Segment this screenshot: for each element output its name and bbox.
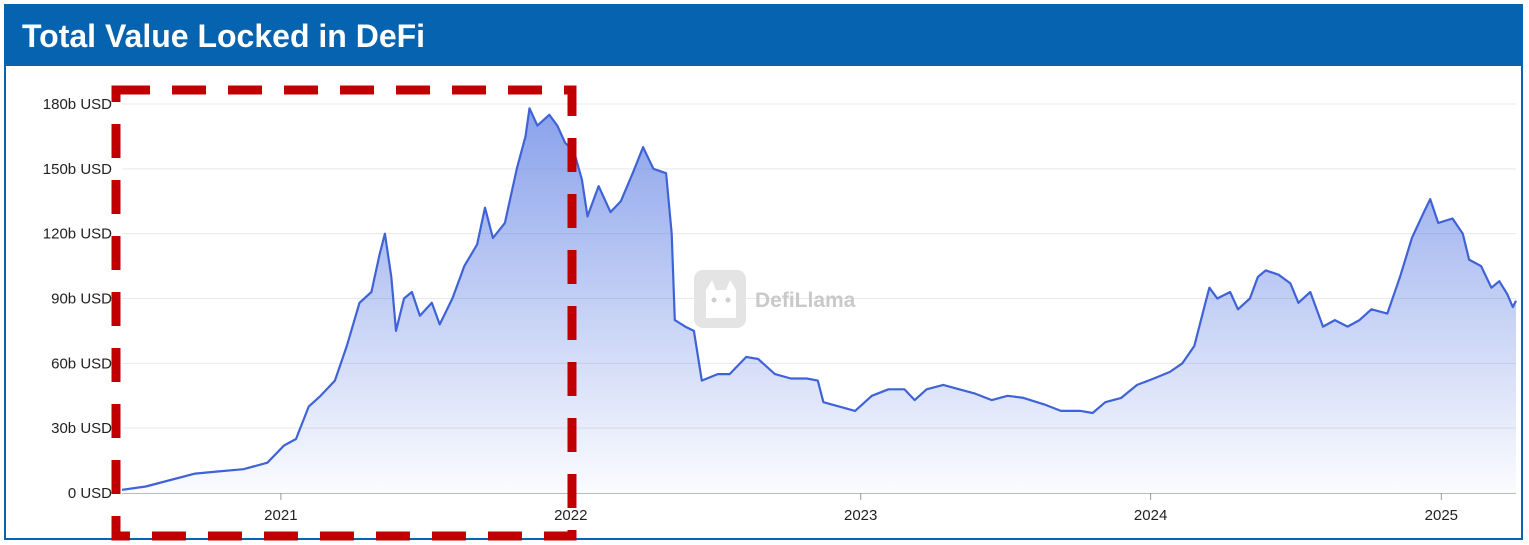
x-tick-label: 2021 (264, 507, 297, 524)
y-axis: 0 USD 30b USD 60b USD 90b USD 120b USD 150b U… (43, 96, 112, 502)
x-tick-label: 2023 (844, 507, 877, 524)
tvl-area (122, 108, 1516, 494)
x-tick-label: 2025 (1425, 507, 1458, 524)
tvl-line (121, 107, 1517, 491)
watermark-text: DefiLlama (755, 289, 856, 312)
highlight-box (111, 85, 577, 541)
y-tick-label: 90b USD (51, 291, 112, 308)
y-tick-label: 150b USD (43, 161, 112, 178)
x-tick-label: 2024 (1134, 507, 1167, 524)
x-tick-label: 2022 (554, 507, 587, 524)
y-tick-label: 180b USD (43, 96, 112, 113)
llama-logo-icon (694, 270, 746, 328)
y-tick-label: 30b USD (51, 420, 112, 437)
y-tick-label: 0 USD (68, 485, 112, 502)
watermark: DefiLlama (694, 270, 856, 328)
chart-title: Total Value Locked in DeFi (22, 18, 426, 54)
title-bar: Total Value Locked in DeFi (6, 6, 1521, 66)
y-tick-label: 60b USD (51, 355, 112, 372)
x-axis-ticks: 2021 2022 2023 2024 2025 (264, 493, 1458, 524)
y-tick-label: 120b USD (43, 226, 112, 243)
